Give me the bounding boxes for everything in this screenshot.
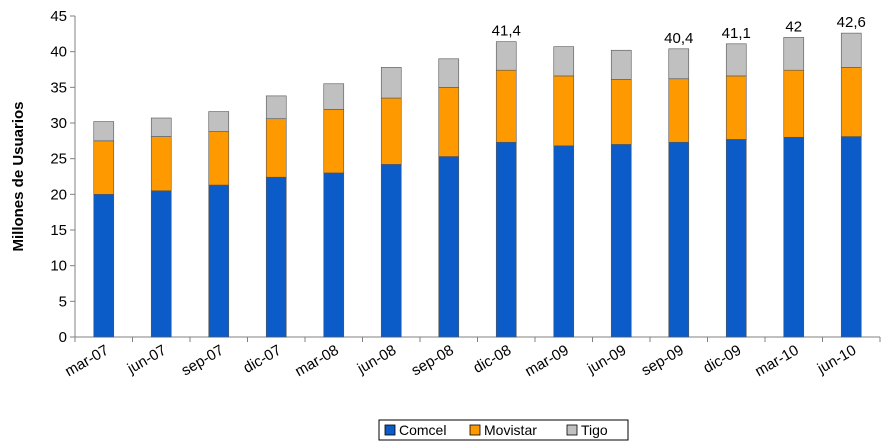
bar-movistar [150,136,172,192]
bar-movistar [495,69,517,143]
x-tick-label: dic-09 [700,342,744,377]
y-tick-label: 15 [50,222,67,239]
bars [93,32,862,338]
bar-tigo [380,67,402,99]
bar-movistar [783,69,805,138]
data-label: 40,4 [664,30,693,47]
y-tick-label: 20 [50,186,67,203]
y-tick-label: 30 [50,115,67,132]
x-tick-label: sep-07 [179,342,227,380]
x-tick-label: mar-08 [292,342,342,380]
bar-movistar [553,75,575,147]
x-tick-label: mar-09 [522,342,572,380]
bar-movistar [438,87,460,157]
legend: Comcel Movistar Tigo [378,419,629,441]
bar-movistar [323,109,345,174]
y-axis: 0 5 10 15 20 25 30 35 40 45 [50,8,76,346]
bar-tigo [265,95,287,120]
bar-tigo [495,41,517,71]
legend-swatch-tigo [566,424,578,436]
bar-tigo [668,48,690,80]
bar-tigo [208,111,230,132]
y-tick-label: 0 [59,329,67,346]
x-tick-label: jun-07 [124,342,169,378]
x-axis: mar-07 jun-07 sep-07 dic-07 mar-08 jun-08 sep-… [62,336,881,380]
bar-comcel [93,194,115,338]
bar-tigo [438,58,460,88]
bar-comcel [380,164,402,338]
data-label: 42 [785,18,802,35]
bar-tigo [610,49,632,80]
x-tick-label: jun-08 [354,342,399,378]
bar-movistar [725,75,747,140]
bar-comcel [840,136,862,338]
bar-comcel [323,172,345,338]
x-tick-label: sep-09 [639,342,687,380]
bar-tigo [725,43,747,77]
x-tick-label: dic-08 [470,342,514,377]
y-tick-label: 40 [50,44,67,61]
y-tick-label: 10 [50,258,67,275]
x-tick-label: jun-09 [584,342,629,378]
y-tick-label: 5 [59,293,67,310]
bar-comcel [610,144,632,338]
legend-label-movistar: Movistar [484,422,537,438]
bar-comcel [265,176,287,338]
bar-tigo [93,121,115,142]
bar-movistar [93,140,115,195]
bar-comcel [783,136,805,338]
bar-comcel [208,184,230,338]
y-tick-label: 35 [50,79,67,96]
bar-tigo [323,83,345,110]
legend-label-tigo: Tigo [581,422,608,438]
legend-swatch-movistar [469,424,481,436]
bar-movistar [380,97,402,165]
bar-tigo [150,117,172,137]
y-tick-label: 45 [50,8,67,25]
bar-movistar [208,131,230,186]
bar-tigo [840,32,862,68]
legend-label-comcel: Comcel [399,422,446,438]
data-labels: 41,4 40,4 41,1 42 42,6 [492,14,866,47]
y-tick-label: 25 [50,151,67,168]
x-tick-label: dic-07 [240,342,284,377]
bar-movistar [840,67,862,137]
x-tick-label: mar-07 [62,342,112,380]
bar-tigo [553,46,575,77]
y-axis-label: Millones de Usuarios [10,101,27,251]
bar-movistar [610,79,632,145]
legend-box [378,419,629,441]
bar-comcel [668,141,690,338]
bar-comcel [553,145,575,338]
bar-movistar [668,78,690,143]
bar-comcel [150,190,172,338]
bar-comcel [438,156,460,338]
data-label: 41,4 [492,23,521,40]
bar-movistar [265,118,287,178]
legend-swatch-comcel [384,424,396,436]
x-tick-label: mar-10 [752,342,802,380]
data-label: 41,1 [722,25,751,42]
bar-tigo [783,37,805,71]
x-tick-label: jun-10 [814,342,859,378]
data-label: 42,6 [837,14,866,31]
x-tick-label: sep-08 [409,342,457,380]
bar-comcel [495,141,517,338]
bar-comcel [725,139,747,338]
